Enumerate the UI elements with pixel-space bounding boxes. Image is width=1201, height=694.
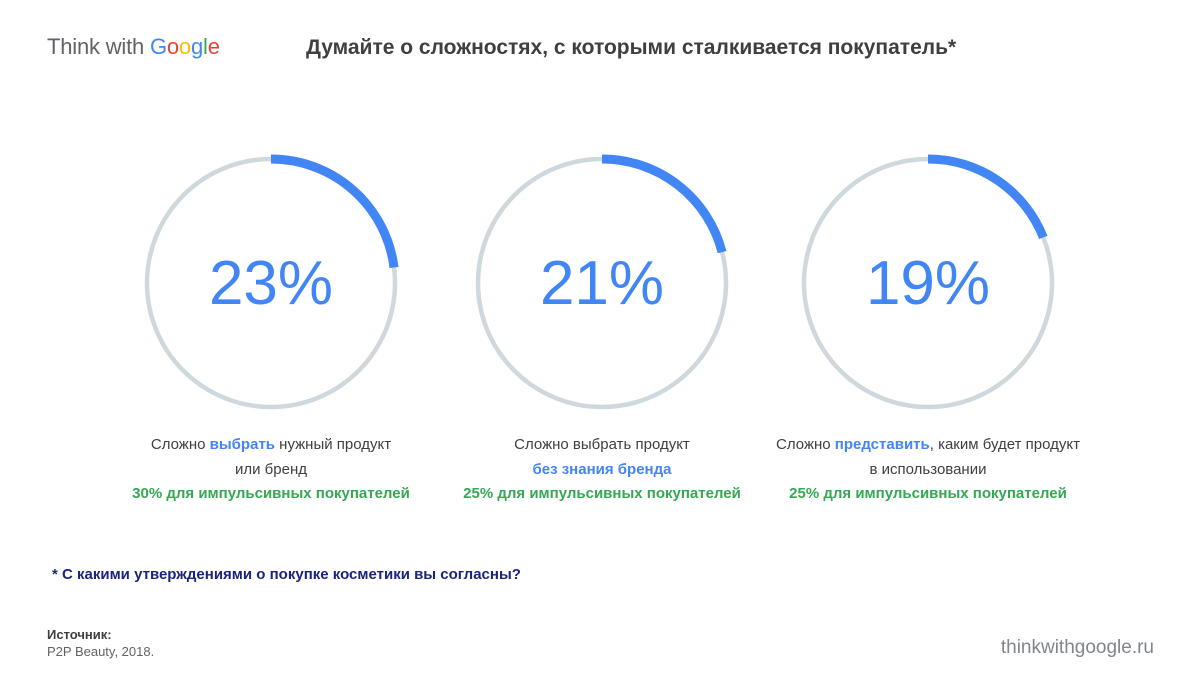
caption-line-1: Сложно представить, каким будет продукт — [748, 433, 1108, 458]
caption-text: , каким будет продукт — [929, 436, 1080, 453]
caption-highlight: представить — [834, 436, 930, 453]
ring-arc — [927, 154, 1048, 240]
caption-text: или бренд — [235, 460, 307, 478]
logo-letter: G — [149, 34, 167, 59]
caption-text: Сложно — [150, 436, 210, 453]
ring-arc — [601, 154, 727, 254]
logo-prefix: Think with — [47, 34, 150, 59]
caption-text: Сложно выбрать продукт — [514, 436, 690, 453]
caption-line-2: без знания бренда — [422, 458, 782, 483]
footnote: * С какими утверждениями о покупке косме… — [52, 566, 521, 583]
ring-percent-label: 21% — [540, 249, 664, 318]
caption-1: Сложно выбрать нужный продукт или бренд … — [91, 433, 451, 507]
ring-3: 19% — [801, 154, 1055, 410]
caption-text: нужный продукт — [275, 436, 392, 453]
ring-2: 21% — [475, 154, 729, 410]
logo-letter: l — [203, 34, 208, 59]
ring-percent-label: 19% — [866, 249, 990, 318]
caption-impulse-stat: 25% для импульсивных покупателей — [789, 485, 1067, 502]
page-title: Думайте о сложностях, с которыми сталкив… — [306, 36, 957, 59]
logo-letter: e — [207, 34, 220, 59]
caption-3: Сложно представить, каким будет продукт … — [748, 433, 1108, 507]
logo-letter: o — [178, 34, 191, 59]
ring-1: 23% — [144, 154, 399, 410]
caption-line-2: или бренд — [91, 458, 451, 483]
caption-text: в использовании — [869, 460, 987, 478]
caption-line-2: в использовании — [748, 458, 1108, 483]
source-label: Источник: — [47, 627, 112, 642]
source-text: P2P Beauty, 2018. — [47, 644, 155, 659]
caption-impulse-stat: 30% для импульсивных покупателей — [132, 485, 410, 502]
caption-impulse-stat: 25% для импульсивных покупателей — [463, 485, 741, 502]
caption-line-1: Сложно выбрать продукт — [422, 433, 782, 458]
ring-percent-label: 23% — [209, 249, 333, 318]
caption-text: Сложно — [776, 436, 835, 453]
site-url[interactable]: thinkwithgoogle.ru — [1000, 637, 1154, 658]
caption-highlight: без знания бренда — [532, 460, 672, 478]
caption-highlight: выбрать — [209, 436, 276, 453]
logo-letter: g — [190, 34, 204, 59]
caption-2: Сложно выбрать продукт без знания бренда… — [422, 433, 782, 507]
ring-arc — [270, 154, 399, 269]
logo-letter: o — [166, 34, 179, 59]
think-with-google-logo: Think with Google — [47, 34, 220, 60]
caption-line-1: Сложно выбрать нужный продукт — [91, 433, 451, 458]
